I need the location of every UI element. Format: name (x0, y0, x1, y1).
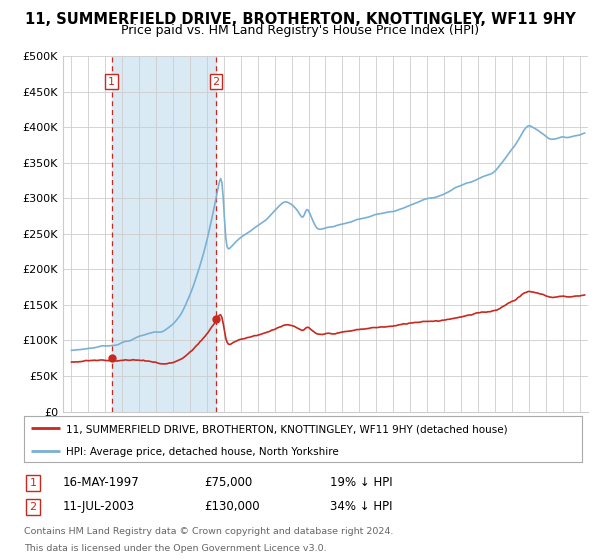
Text: Contains HM Land Registry data © Crown copyright and database right 2024.: Contains HM Land Registry data © Crown c… (24, 528, 394, 536)
Text: 11-JUL-2003: 11-JUL-2003 (63, 500, 135, 514)
Text: £75,000: £75,000 (204, 476, 252, 489)
Text: 2: 2 (212, 77, 220, 87)
Text: This data is licensed under the Open Government Licence v3.0.: This data is licensed under the Open Gov… (24, 544, 326, 553)
Text: 19% ↓ HPI: 19% ↓ HPI (330, 476, 392, 489)
Text: 1: 1 (108, 77, 115, 87)
Text: 1: 1 (29, 478, 37, 488)
Bar (112, 56, 216, 412)
Text: 11, SUMMERFIELD DRIVE, BROTHERTON, KNOTTINGLEY, WF11 9HY: 11, SUMMERFIELD DRIVE, BROTHERTON, KNOTT… (25, 12, 575, 27)
Text: 34% ↓ HPI: 34% ↓ HPI (330, 500, 392, 514)
Text: 11, SUMMERFIELD DRIVE, BROTHERTON, KNOTTINGLEY, WF11 9HY (detached house): 11, SUMMERFIELD DRIVE, BROTHERTON, KNOTT… (66, 425, 508, 435)
Text: 16-MAY-1997: 16-MAY-1997 (63, 476, 140, 489)
Text: Price paid vs. HM Land Registry's House Price Index (HPI): Price paid vs. HM Land Registry's House … (121, 24, 479, 36)
Text: 2: 2 (29, 502, 37, 512)
Text: £130,000: £130,000 (204, 500, 260, 514)
Text: HPI: Average price, detached house, North Yorkshire: HPI: Average price, detached house, Nort… (66, 447, 338, 458)
